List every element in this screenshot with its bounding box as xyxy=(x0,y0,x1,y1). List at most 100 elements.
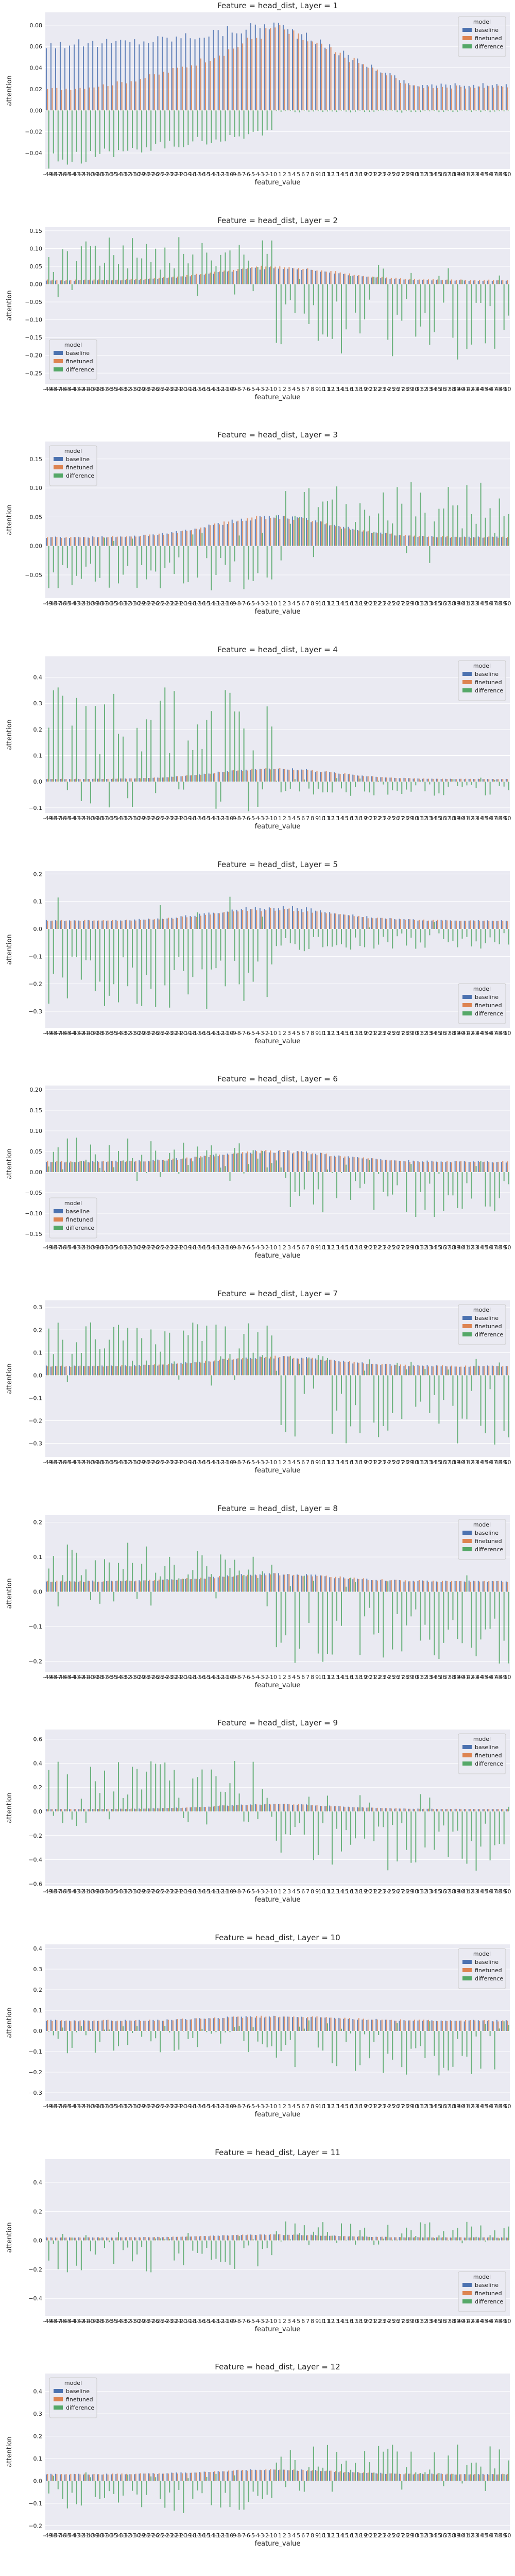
bar-finetuned xyxy=(358,63,359,111)
bar-finetuned xyxy=(414,1161,415,1173)
x-tick-label: -37 xyxy=(99,1244,108,1251)
bar-difference xyxy=(252,1150,254,1173)
bar-finetuned xyxy=(112,1161,113,1173)
bar-baseline xyxy=(259,516,261,546)
x-tick-label: -15 xyxy=(201,1459,210,1466)
bar-baseline xyxy=(505,280,507,284)
x-tick-label: 45 xyxy=(480,386,488,393)
bar-finetuned xyxy=(56,920,58,929)
x-tick-label: -48 xyxy=(48,1244,57,1251)
bar-baseline xyxy=(352,529,354,546)
bar-baseline xyxy=(45,280,47,284)
bar-difference xyxy=(160,700,161,782)
x-tick-label: 8 xyxy=(311,2103,314,2110)
bar-finetuned xyxy=(149,2473,150,2481)
x-tick-label: 4 xyxy=(292,2318,296,2325)
bar-finetuned xyxy=(89,920,90,929)
bar-finetuned xyxy=(367,2236,369,2241)
bar-baseline xyxy=(334,913,335,929)
bar-finetuned xyxy=(427,2474,429,2481)
bar-baseline xyxy=(115,1809,117,1812)
bar-difference xyxy=(485,1591,486,1630)
bar-baseline xyxy=(464,86,465,111)
x-tick-label: 30 xyxy=(411,1674,418,1681)
bar-baseline xyxy=(45,920,47,929)
bar-finetuned xyxy=(181,1808,183,1812)
x-tick-label: -28 xyxy=(141,386,150,393)
bar-finetuned xyxy=(293,1153,295,1173)
bar-baseline xyxy=(311,1359,312,1376)
series-difference xyxy=(48,1322,509,1445)
bar-difference xyxy=(471,1591,472,1648)
bar-finetuned xyxy=(470,2020,471,2031)
chart-panel-layer-3: Feature = head_dist, Layer = 3 −0.05 0.00 0… xyxy=(0,429,515,644)
bar-finetuned xyxy=(363,1363,364,1376)
bar-difference xyxy=(475,782,477,788)
bar-difference xyxy=(155,1150,157,1173)
bar-finetuned xyxy=(381,918,383,929)
bar-baseline xyxy=(125,40,126,111)
bar-difference xyxy=(178,2481,180,2490)
bar-finetuned xyxy=(451,2237,453,2241)
chart-svg: Feature = head_dist, Layer = 2−0.25−0.20… xyxy=(6,216,511,401)
x-tick-label: 16 xyxy=(346,1459,353,1466)
bar-baseline xyxy=(64,921,66,929)
x-tick-label: 49 xyxy=(499,600,506,607)
bar-difference xyxy=(201,928,203,970)
bar-difference xyxy=(174,928,175,970)
x-tick-label: -34 xyxy=(113,2103,122,2110)
x-tick-label: 23 xyxy=(379,2103,386,2110)
x-tick-label: -17 xyxy=(192,171,201,178)
x-tick-label: -18 xyxy=(187,1674,196,1681)
y-tick-label: −0.1 xyxy=(28,2500,42,2507)
bar-difference xyxy=(466,2030,468,2057)
x-tick-label: 31 xyxy=(416,1888,423,1895)
x-tick-label: -20 xyxy=(178,1674,187,1681)
bar-baseline xyxy=(152,1160,154,1173)
x-tick-label: -7 xyxy=(240,1888,246,1895)
x-tick-label: 27 xyxy=(397,2103,404,2110)
bar-finetuned xyxy=(56,88,58,111)
x-tick-label: 37 xyxy=(443,815,451,822)
x-tick-label: -16 xyxy=(196,1030,205,1037)
x-tick-label: 24 xyxy=(383,1030,390,1037)
bar-baseline xyxy=(315,1154,317,1173)
bar-difference xyxy=(164,247,166,284)
bar-baseline xyxy=(148,918,149,929)
x-tick-label: 21 xyxy=(369,2318,376,2325)
bar-finetuned xyxy=(107,1580,109,1592)
bar-baseline xyxy=(171,1160,173,1173)
bar-baseline xyxy=(166,2019,168,2031)
bar-finetuned xyxy=(233,1359,234,1376)
bar-baseline xyxy=(59,2021,61,2031)
bar-difference xyxy=(127,928,129,986)
bar-finetuned xyxy=(153,278,155,284)
bar-finetuned xyxy=(409,2473,410,2481)
bar-baseline xyxy=(459,1366,460,1376)
bar-finetuned xyxy=(293,910,295,929)
bar-finetuned xyxy=(228,1358,230,1376)
plot-background xyxy=(45,1300,510,1457)
bar-finetuned xyxy=(181,2018,183,2031)
x-tick-label: -38 xyxy=(94,1244,104,1251)
x-tick-label: -47 xyxy=(53,2103,62,2110)
bar-finetuned xyxy=(233,269,234,284)
x-tick-label: -16 xyxy=(196,1244,205,1251)
bar-finetuned xyxy=(437,537,439,546)
bar-baseline xyxy=(417,2236,419,2241)
bar-finetuned xyxy=(274,2234,276,2241)
bar-baseline xyxy=(422,85,423,111)
bar-difference xyxy=(327,1170,328,1173)
bar-baseline xyxy=(413,2237,414,2241)
bar-baseline xyxy=(185,1579,186,1592)
plot-background xyxy=(45,1515,510,1672)
bar-finetuned xyxy=(126,279,127,284)
bar-difference xyxy=(424,1591,426,1625)
x-tick-label: -12 xyxy=(215,2103,224,2110)
x-tick-label: 49 xyxy=(499,386,506,393)
bar-finetuned xyxy=(427,920,429,929)
bar-difference xyxy=(257,2030,259,2042)
x-tick-label: -32 xyxy=(122,815,131,822)
bar-difference xyxy=(327,782,328,792)
